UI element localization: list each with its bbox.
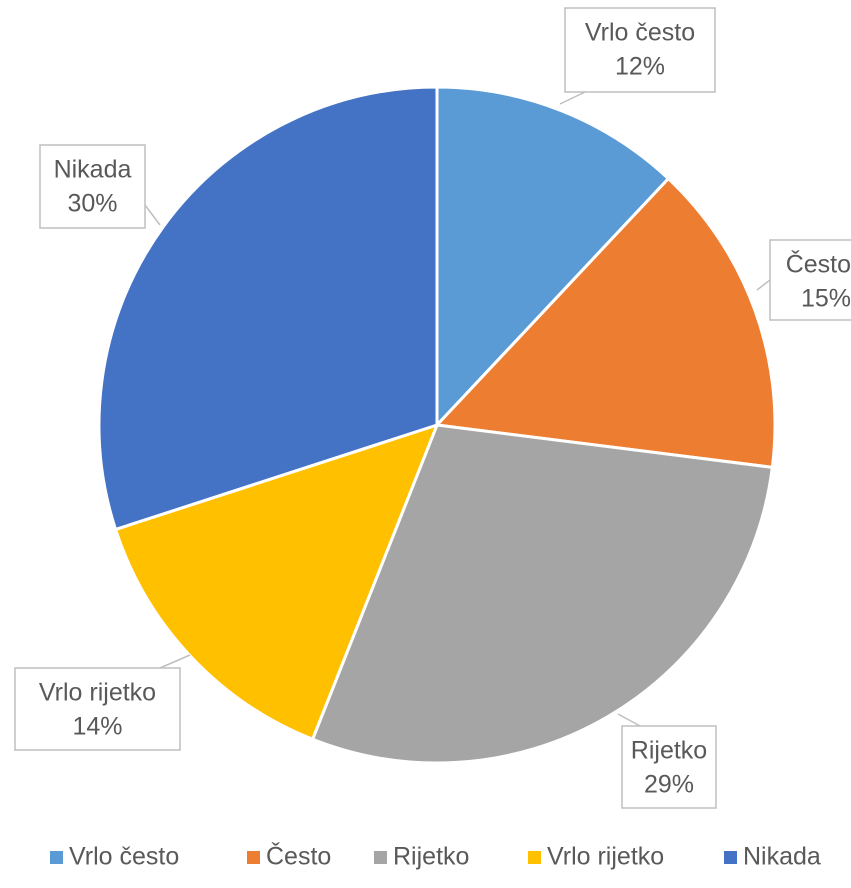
data-label-value: 14% bbox=[72, 713, 122, 741]
callout-box bbox=[769, 239, 851, 321]
callout-leader bbox=[756, 279, 771, 291]
callout-box bbox=[621, 725, 717, 809]
legend-label: Nikada bbox=[743, 843, 821, 871]
callout-box bbox=[564, 7, 716, 93]
data-label-category: Rijetko bbox=[631, 737, 707, 765]
legend-swatch bbox=[247, 851, 260, 864]
data-label-value: 15% bbox=[801, 285, 851, 313]
data-label-category: Nikada bbox=[54, 156, 132, 184]
legend-label: Vrlo često bbox=[69, 843, 179, 871]
pie-slice bbox=[310, 423, 775, 765]
data-label-value: 12% bbox=[615, 53, 665, 81]
callout-leader bbox=[617, 713, 641, 727]
legend-swatch bbox=[50, 851, 63, 864]
callout-leader bbox=[159, 654, 191, 669]
data-label-value: 30% bbox=[67, 190, 117, 218]
legend-swatch bbox=[374, 851, 387, 864]
legend-label: Vrlo rijetko bbox=[547, 843, 664, 871]
data-label-value: 29% bbox=[644, 771, 694, 799]
legend-swatch bbox=[528, 851, 541, 864]
callout-leader bbox=[559, 91, 586, 105]
legend-swatch bbox=[724, 851, 737, 864]
pie-slice bbox=[97, 85, 439, 532]
callout-box bbox=[39, 144, 146, 229]
legend-label: Često bbox=[266, 842, 331, 871]
pie-slice bbox=[435, 85, 671, 429]
data-label-category: Vrlo rijetko bbox=[39, 679, 156, 707]
data-label-category: Vrlo često bbox=[585, 19, 695, 47]
data-label-category: Često bbox=[786, 250, 851, 279]
pie-slice bbox=[433, 176, 777, 470]
callout-leader bbox=[144, 204, 161, 226]
legend-label: Rijetko bbox=[393, 843, 469, 871]
callout-box bbox=[14, 667, 181, 751]
